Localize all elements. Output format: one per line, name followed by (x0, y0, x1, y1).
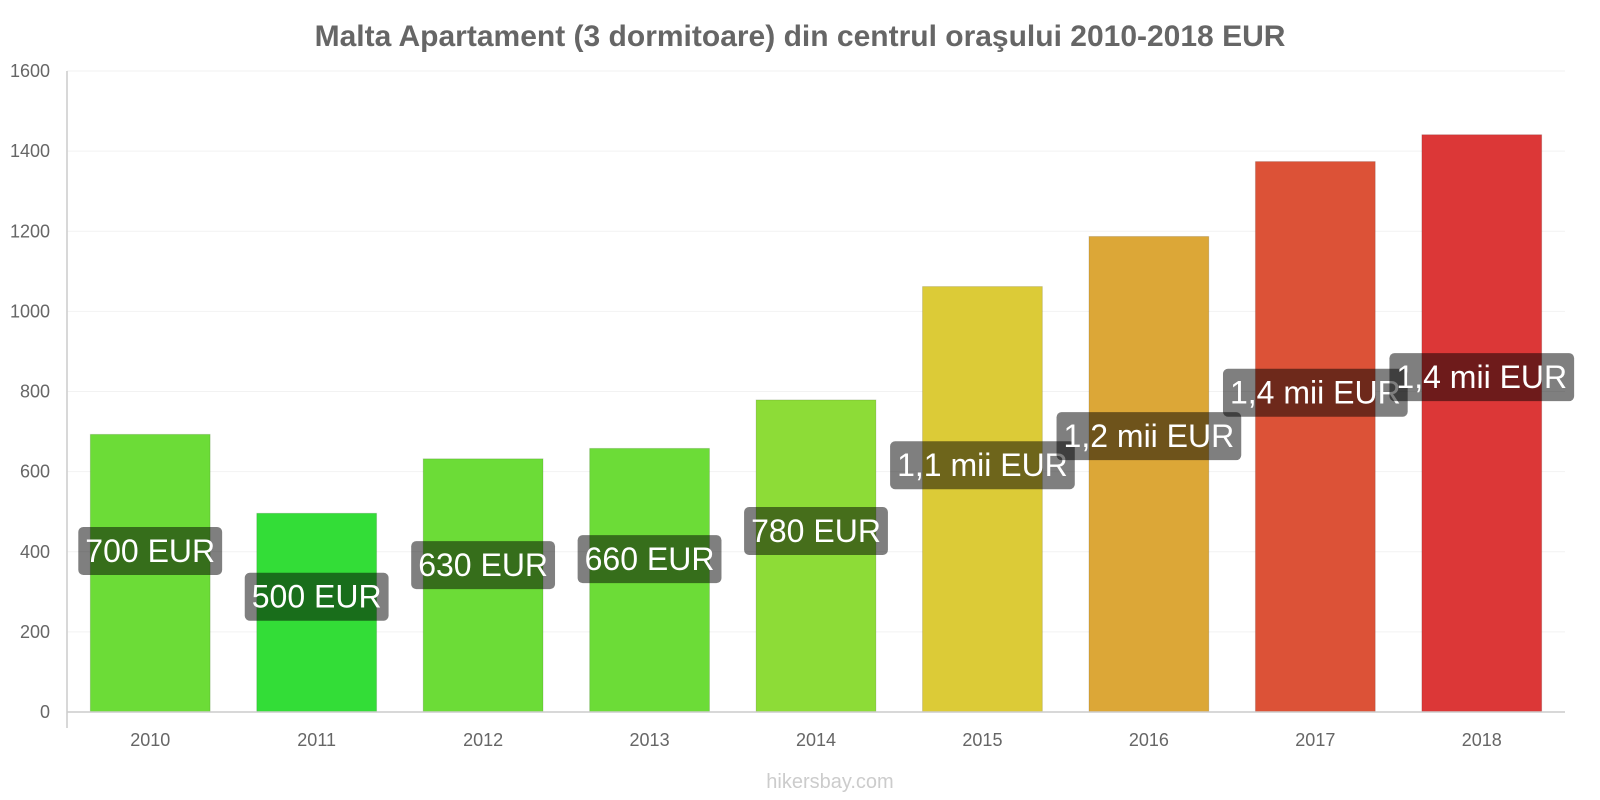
data-label-text: 1,4 mii EUR (1230, 375, 1401, 411)
data-label: 700 EUR (78, 526, 223, 575)
data-label: 1,4 mii EUR (1222, 368, 1408, 417)
data-label-background (1222, 368, 1408, 417)
x-tick-label: 2016 (1129, 730, 1169, 750)
data-label-background (1389, 353, 1575, 402)
y-tick-label: 200 (20, 622, 50, 642)
data-label-text: 1,4 mii EUR (1396, 359, 1567, 395)
data-label-text: 1,1 mii EUR (897, 447, 1068, 483)
y-tick-label: 800 (20, 382, 50, 402)
y-axis: 0 200 400 600 800 1000 1200 1400 1600 (10, 61, 68, 728)
data-label-text: 700 EUR (85, 533, 215, 569)
y-tick-label: 600 (20, 462, 50, 482)
data-label-background (890, 441, 1075, 490)
y-tick-label: 0 (40, 702, 50, 722)
bars (89, 134, 1543, 713)
bar-2017 (1254, 161, 1376, 713)
data-label-background (1056, 412, 1242, 461)
x-axis: 2010 2011 2012 2013 2014 2015 2016 2017 2018 (67, 711, 1565, 750)
data-label-text: 660 EUR (585, 541, 715, 577)
data-label-text: 500 EUR (252, 579, 382, 615)
x-tick-label: 2013 (630, 730, 670, 750)
data-label-text: 1,2 mii EUR (1064, 418, 1235, 454)
data-label: 500 EUR (244, 572, 389, 621)
x-tick-label: 2014 (796, 730, 836, 750)
data-label: 1,4 mii EUR (1389, 353, 1575, 402)
x-tick-label: 2015 (962, 730, 1002, 750)
y-tick-label: 1200 (10, 221, 50, 241)
x-tick-label: 2017 (1295, 730, 1335, 750)
data-label: 1,1 mii EUR (890, 441, 1075, 490)
x-tick-label: 2011 (297, 730, 336, 750)
x-tick-label: 2018 (1462, 730, 1502, 750)
y-tick-label: 1400 (10, 141, 50, 161)
watermark: hikersbay.com (766, 771, 893, 793)
y-tick-label: 1600 (10, 61, 50, 81)
bar-2016 (1088, 235, 1210, 713)
data-label-background (411, 541, 556, 590)
bar-2014 (755, 399, 877, 713)
data-label: 780 EUR (744, 506, 888, 555)
bar-2015 (922, 286, 1043, 713)
chart-title: Malta Apartament (3 dormitoare) din cent… (315, 20, 1286, 53)
x-tick-label: 2012 (463, 730, 503, 750)
data-label-background (78, 526, 223, 575)
data-label-background (244, 572, 389, 621)
data-label-text: 630 EUR (418, 547, 548, 583)
data-label: 630 EUR (411, 541, 556, 590)
data-label-background (577, 535, 722, 584)
data-label-text: 780 EUR (751, 513, 881, 549)
data-labels: 700 EUR 500 EUR 630 EUR 660 EUR 780 EUR 1,1 m… (78, 353, 1575, 621)
bar-2018 (1421, 134, 1543, 713)
x-tick-label: 2010 (130, 730, 170, 750)
y-tick-label: 400 (20, 542, 50, 562)
data-label: 660 EUR (577, 535, 722, 584)
data-label-background (744, 506, 888, 555)
y-tick-label: 1000 (10, 301, 50, 321)
data-label: 1,2 mii EUR (1056, 412, 1242, 461)
